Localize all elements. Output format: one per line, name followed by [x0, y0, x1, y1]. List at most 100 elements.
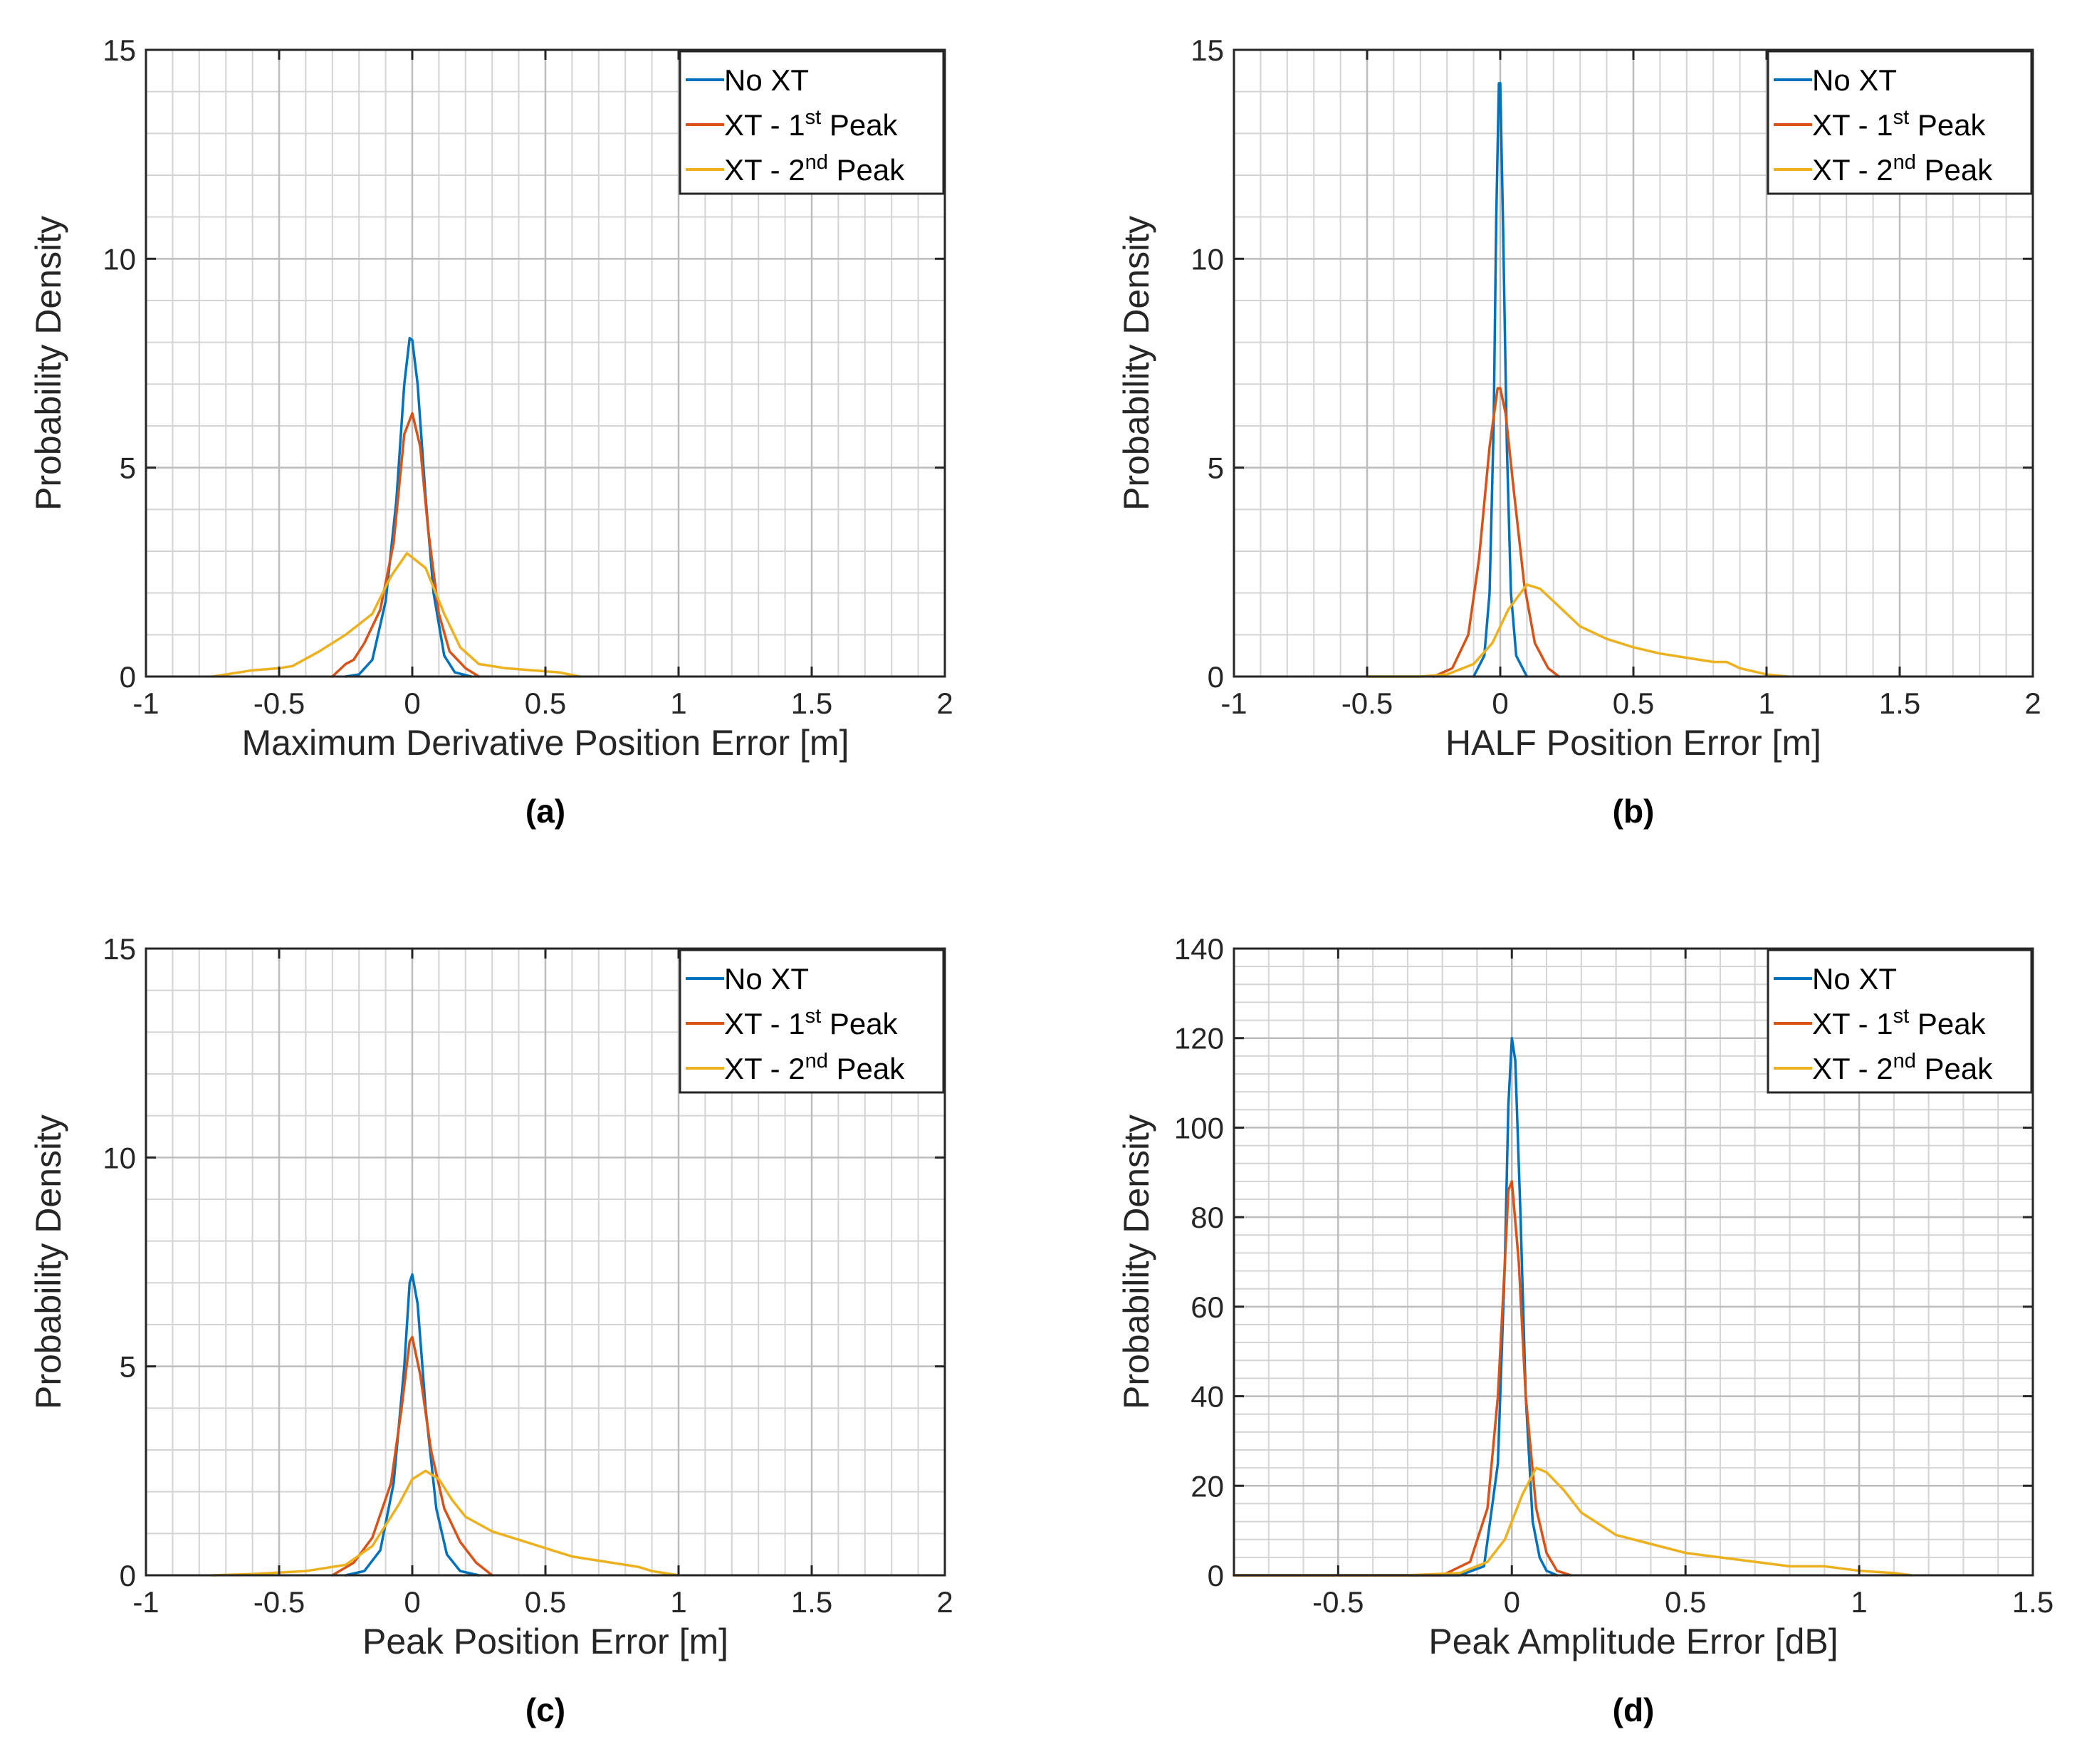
xt-1st-peak-line: [1432, 387, 1561, 678]
legend-entry: No XT: [1812, 962, 1897, 996]
legend-text: XT - 1: [1812, 108, 1893, 142]
xt-2nd-peak-line: [1233, 1466, 1913, 1577]
legend-superscript: st: [805, 106, 822, 129]
legend-text: XT - 1: [724, 1007, 805, 1040]
legend-entry: XT - 2nd Peak: [724, 151, 905, 187]
x-tick-label: 0: [1504, 1585, 1520, 1619]
y-axis-label: Probability Density: [28, 216, 68, 511]
x-tick-label: 0.5: [1665, 1585, 1706, 1619]
chart-panel-a: -1 -0.5 0 0.5 1 1.5 2 0 5 10 15 Maximum Derivative …: [28, 33, 953, 830]
x-tick-label: 1.5: [791, 1585, 832, 1619]
y-tick-label: 15: [103, 33, 136, 67]
legend-text: No XT: [1812, 63, 1897, 97]
legend-text: Peak: [821, 1007, 898, 1040]
y-tick-label: 10: [103, 1141, 136, 1174]
legend-text: Peak: [828, 1052, 905, 1085]
x-tick-label: 0: [1492, 687, 1508, 720]
chart-panel-d: -0.5 0 0.5 1 1.5 0 20 40 60 80 100 120 140 Peak Ampli…: [1116, 932, 2054, 1728]
x-tick-label: -1: [132, 1585, 159, 1619]
panel-caption: (c): [525, 1691, 565, 1728]
legend-text: No XT: [724, 962, 809, 996]
legend-text: Peak: [1909, 1007, 1986, 1040]
chart-panel-c: -1 -0.5 0 0.5 1 1.5 2 0 5 10 15 Peak Position Error…: [28, 932, 953, 1728]
legend-entry: XT - 1st Peak: [724, 106, 899, 142]
xt-1st-peak-line: [331, 1335, 493, 1577]
legend-text: XT - 2: [724, 153, 805, 187]
legend-text: No XT: [1812, 962, 1897, 996]
y-axis-label: Probability Density: [1116, 1115, 1156, 1409]
xt-1st-peak-line: [331, 412, 481, 678]
xt-2nd-peak-line: [1366, 583, 1789, 678]
x-tick-label: 0.5: [525, 687, 566, 720]
y-tick-label: 40: [1191, 1380, 1224, 1414]
legend-entry: No XT: [724, 63, 809, 97]
x-tick-label: 0.5: [1613, 687, 1654, 720]
y-tick-label: 0: [1208, 660, 1224, 694]
x-axis-label: Peak Position Error [m]: [362, 1622, 728, 1661]
y-tick-label: 20: [1191, 1469, 1224, 1503]
xt-1st-peak-line: [1233, 1180, 1572, 1577]
legend-superscript: nd: [805, 151, 828, 174]
legend-superscript: nd: [1893, 151, 1916, 174]
legend-text: XT - 2: [1812, 1052, 1893, 1085]
y-tick-label: 0: [120, 660, 136, 694]
legend-text: Peak: [1916, 153, 1993, 187]
y-axis-label: Probability Density: [1116, 216, 1156, 511]
legend-superscript: st: [1893, 106, 1910, 129]
no-xt-line: [344, 337, 473, 678]
x-tick-label: 2: [2024, 687, 2041, 720]
x-tick-label: 1.5: [2012, 1585, 2054, 1619]
y-tick-label: 0: [1208, 1559, 1224, 1592]
y-tick-label: 10: [103, 242, 136, 276]
no-xt-line: [1233, 1036, 1559, 1577]
legend-entry: XT - 2nd Peak: [1812, 1050, 1993, 1085]
x-tick-label: 2: [936, 1585, 953, 1619]
x-tick-label: 0: [404, 1585, 420, 1619]
panel-caption: (d): [1613, 1691, 1655, 1728]
x-tick-label: -1: [132, 687, 159, 720]
x-tick-label: 1: [670, 1585, 686, 1619]
legend-entry: XT - 1st Peak: [724, 1005, 899, 1040]
legend-text: XT - 1: [1812, 1007, 1893, 1040]
legend-entry: XT - 1st Peak: [1812, 1005, 1987, 1040]
legend-text: No XT: [724, 63, 809, 97]
legend-superscript: nd: [1893, 1050, 1916, 1073]
x-tick-label: -0.5: [1312, 1585, 1364, 1619]
legend-text: XT - 2: [1812, 153, 1893, 187]
y-tick-label: 140: [1174, 932, 1224, 966]
panel-caption: (a): [525, 793, 565, 830]
y-tick-label: 0: [120, 1559, 136, 1592]
y-tick-label: 15: [1191, 33, 1224, 67]
y-tick-label: 5: [1208, 452, 1224, 485]
x-tick-label: 1.5: [1879, 687, 1920, 720]
legend-text: Peak: [1916, 1052, 1993, 1085]
x-tick-label: 2: [936, 687, 953, 720]
legend: No XT XT - 1st Peak XT - 2nd Peak: [1767, 50, 2033, 195]
legend-text: XT - 1: [724, 108, 805, 142]
y-tick-label: 15: [103, 932, 136, 966]
x-tick-label: 0.5: [525, 1585, 566, 1619]
legend-text: Peak: [821, 108, 898, 142]
y-tick-label: 80: [1191, 1201, 1224, 1234]
legend-entry: XT - 2nd Peak: [724, 1050, 905, 1085]
xt-2nd-peak-line: [211, 552, 582, 678]
legend: No XT XT - 1st Peak XT - 2nd Peak: [679, 50, 945, 195]
x-tick-label: -0.5: [253, 687, 305, 720]
legend-text: XT - 2: [724, 1052, 805, 1085]
legend-entry: XT - 1st Peak: [1812, 106, 1987, 142]
y-tick-label: 120: [1174, 1022, 1224, 1055]
x-tick-label: 0: [404, 687, 420, 720]
x-tick-label: 1.5: [791, 687, 832, 720]
chart-panel-b: -1 -0.5 0 0.5 1 1.5 2 0 5 10 15 HALF Position Error…: [1116, 33, 2041, 830]
y-axis-label: Probability Density: [28, 1115, 68, 1409]
y-tick-label: 5: [120, 1350, 136, 1384]
y-tick-label: 10: [1191, 242, 1224, 276]
legend-superscript: st: [805, 1005, 822, 1028]
legend: No XT XT - 1st Peak XT - 2nd Peak: [1767, 949, 2033, 1094]
x-tick-label: -1: [1220, 687, 1247, 720]
xt-2nd-peak-line: [211, 1469, 680, 1577]
y-tick-label: 100: [1174, 1111, 1224, 1144]
x-tick-label: -0.5: [253, 1585, 305, 1619]
